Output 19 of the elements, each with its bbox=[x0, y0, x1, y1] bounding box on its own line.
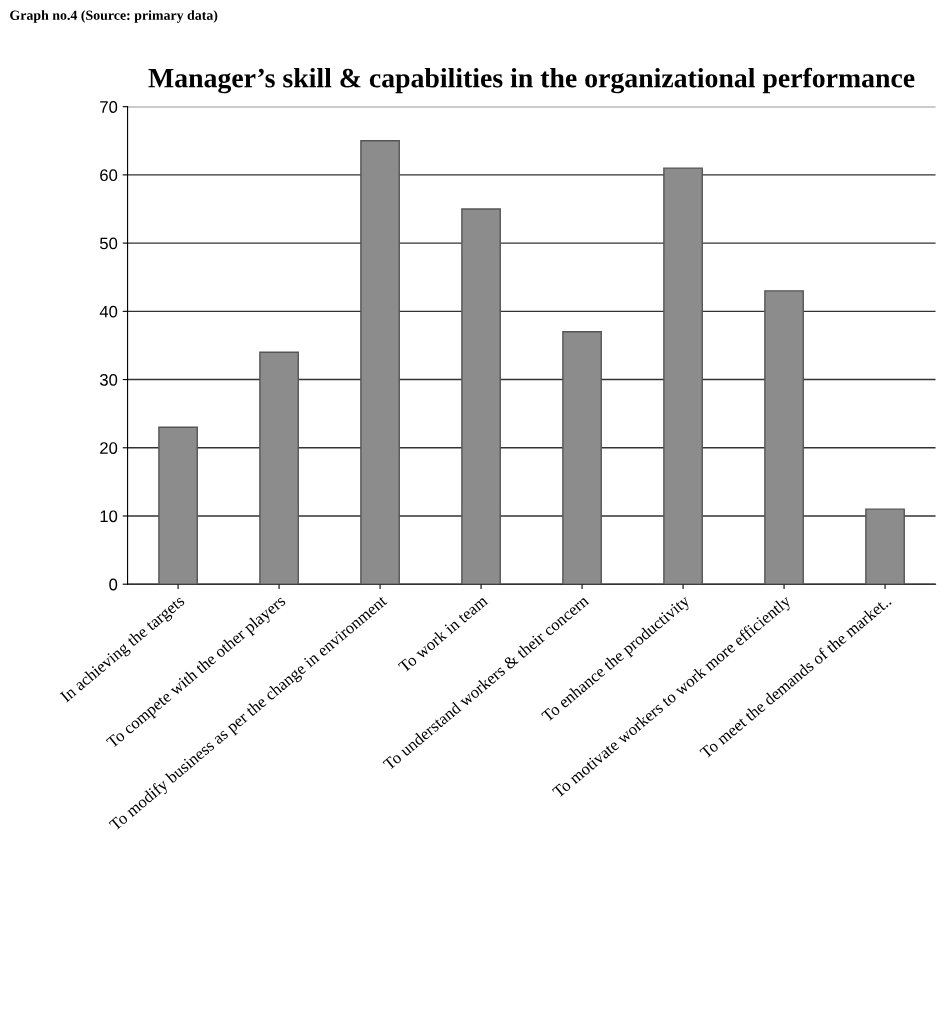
text: Graph no.4 (Source: primary data) bbox=[10, 10, 218, 23]
y-tick-label: 50 bbox=[99, 237, 118, 250]
y-tick-label: 60 bbox=[100, 169, 118, 182]
y-tick-label: 40 bbox=[99, 305, 118, 318]
bar bbox=[562, 331, 602, 585]
bar bbox=[461, 208, 501, 585]
bar bbox=[158, 426, 198, 585]
bar bbox=[360, 140, 400, 585]
x-tick-label: To work in team bbox=[397, 594, 489, 674]
y-tick-label: 30 bbox=[99, 373, 118, 386]
y-tick-label: 70 bbox=[100, 101, 118, 113]
y-tick-label: 10 bbox=[100, 510, 118, 523]
y-tick-label: 20 bbox=[100, 442, 118, 454]
bar bbox=[663, 167, 703, 585]
bar bbox=[865, 508, 905, 585]
chart-title: Manager’s skill & capabilities in the organizational performance bbox=[148, 67, 915, 94]
y-tick-label: 0 bbox=[109, 578, 118, 591]
bar bbox=[764, 290, 804, 585]
bar bbox=[259, 351, 299, 585]
